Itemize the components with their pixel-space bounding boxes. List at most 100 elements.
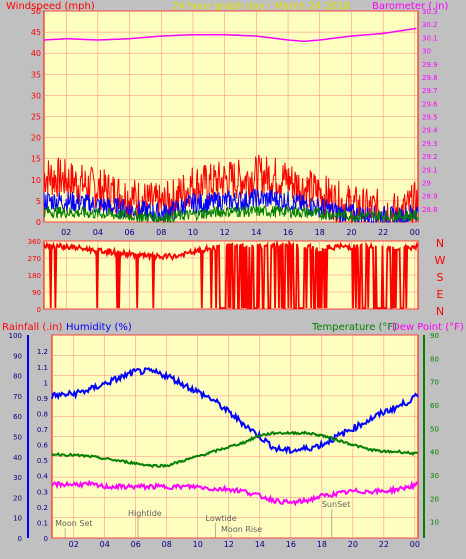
weather-hour-label: 22: [379, 540, 389, 549]
windspeed-tick-label: 10: [31, 176, 41, 185]
rainfall-tick-label: 0.4: [37, 473, 49, 481]
rainfall-tick-label: 0.2: [37, 504, 48, 512]
rainfall-tick-label: 0: [44, 535, 48, 543]
barometer-tick-label: 30: [422, 48, 431, 56]
weather-hour-ticks: 02 04 06 08 10 12 14 16 18 20 22 00: [69, 540, 420, 549]
astro-annotation-label: Moon Rise: [221, 525, 262, 534]
direction-series: [43, 239, 419, 309]
weather-hour-label: 04: [100, 540, 110, 549]
barometer-line: [43, 27, 417, 43]
humidity-tick-label: 90: [13, 352, 22, 360]
direction-degree-label: 270: [28, 255, 41, 263]
wind-hour-label: 06: [124, 228, 134, 237]
wind-hour-label: 22: [378, 228, 388, 237]
astro-annotation-label: Moon Set: [55, 519, 92, 528]
rainfall-tick-label: 0.6: [37, 442, 49, 450]
astro-annotation-label: Lowtide: [206, 514, 237, 523]
temperature-axis-label: Temperature (°F): [311, 322, 397, 333]
humidity-tick-label: 40: [13, 454, 22, 462]
direction-degree-label: 0: [37, 306, 41, 314]
barometer-tick-label: 28.9: [422, 193, 438, 201]
compass-label: N: [436, 305, 444, 318]
rainfall-tick-label: 1: [44, 379, 48, 387]
temperature-tick-label: 80: [430, 355, 439, 363]
windspeed-tick-label: 40: [31, 49, 41, 58]
temperature-tick-label: 20: [430, 495, 439, 503]
barometer-tick-label: 29.6: [422, 100, 438, 108]
gust-line: [43, 154, 419, 224]
rainfall-ticks: 0 0.1 0.2 0.3 0.4 0.5 0.6 0.7 0.8 0.9 1 1.1 1.2: [37, 348, 49, 543]
rainfall-tick-label: 0.1: [37, 519, 48, 527]
barometer-tick-label: 28.8: [422, 206, 438, 214]
humidity-tick-label: 50: [13, 434, 22, 442]
wind-hour-label: 00: [410, 228, 420, 237]
weather-hour-label: 16: [286, 540, 296, 549]
chart-title: 24 hour graph day : March 24 2018: [172, 1, 350, 12]
barometer-tick-label: 29.1: [422, 166, 438, 174]
barometer-ticks: 28.8 28.9 29 29.1 29.2 29.3 29.4 29.5 29.6 29.7 29…: [422, 8, 438, 214]
wind_speed-line: [43, 188, 419, 223]
wind-hour-label: 04: [93, 228, 103, 237]
wind-hour-ticks: 02 04 06 08 10 12 14 16 18 20 22 00: [61, 228, 420, 237]
compass-label: W: [435, 254, 446, 267]
windspeed-tick-label: 50: [31, 7, 41, 16]
temperature-line: [51, 430, 419, 469]
weather-hour-label: 20: [348, 540, 358, 549]
wind-hour-label: 20: [346, 228, 356, 237]
wind-hour-label: 10: [188, 228, 198, 237]
barometer-tick-label: 29.9: [422, 61, 438, 69]
windspeed-tick-label: 30: [31, 91, 41, 100]
wind-hour-label: 18: [315, 228, 325, 237]
compass-label: E: [437, 288, 444, 301]
temperature-tick-label: 50: [430, 425, 439, 433]
compass-label: S: [437, 271, 444, 284]
windspeed-tick-label: 0: [36, 218, 41, 227]
direction-degree-label: 90: [32, 289, 41, 297]
rainfall-axis-label: Rainfall (.in): [2, 322, 63, 333]
temperature-tick-label: 90: [430, 332, 439, 340]
barometer-axis-label: Barometer (.in): [372, 1, 448, 12]
wind_avg-line: [43, 205, 419, 224]
humidity-tick-label: 30: [13, 474, 22, 482]
weather-hour-label: 12: [224, 540, 234, 549]
direction-line: [43, 239, 419, 309]
humidity-tick-label: 80: [13, 373, 22, 381]
wind-hour-label: 16: [283, 228, 293, 237]
windspeed-tick-label: 25: [31, 113, 41, 122]
temperature-tick-label: 40: [430, 449, 439, 457]
weather-hour-label: 06: [131, 540, 141, 549]
barometer-tick-label: 29.2: [422, 153, 438, 161]
direction-degree-label: 180: [28, 272, 41, 280]
humidity-tick-label: 20: [13, 494, 22, 502]
rainfall-tick-label: 1.2: [37, 348, 48, 356]
astro-annotations: Moon Set Hightide Lowtide Moon Rise SunSet: [55, 500, 350, 538]
humidity-tick-label: 10: [13, 515, 22, 523]
windspeed-axis-label: Windspeed (mph): [6, 1, 95, 12]
dew_point-line: [51, 479, 419, 507]
weather-hour-label: 00: [410, 540, 420, 549]
weather-hour-label: 08: [162, 540, 172, 549]
wind-hour-label: 08: [156, 228, 166, 237]
wind-hour-label: 14: [251, 228, 261, 237]
dewpoint-axis-label: Dew Point (°F): [392, 322, 464, 333]
wind-series: [43, 27, 419, 224]
humidity-axis-label: Humidity (%): [66, 322, 132, 333]
barometer-tick-label: 29.5: [422, 114, 438, 122]
humidity-ticks: 0 10 20 30 40 50 60 70 80 90 100: [9, 332, 22, 543]
direction-degree-label: 360: [28, 238, 41, 246]
weather-hour-label: 02: [69, 540, 79, 549]
rainfall-tick-label: 0.8: [37, 410, 48, 418]
rainfall-tick-label: 0.7: [37, 426, 48, 434]
humidity-line: [51, 367, 419, 455]
astro-annotation-label: Hightide: [128, 509, 162, 518]
humidity-tick-label: 70: [13, 393, 22, 401]
windspeed-tick-label: 20: [31, 134, 41, 143]
barometer-tick-label: 30.1: [422, 34, 438, 42]
barometer-tick-label: 29: [422, 179, 431, 187]
astro-annotation-label: SunSet: [322, 500, 350, 509]
windspeed-tick-label: 35: [31, 70, 41, 79]
weather-hour-label: 10: [193, 540, 203, 549]
